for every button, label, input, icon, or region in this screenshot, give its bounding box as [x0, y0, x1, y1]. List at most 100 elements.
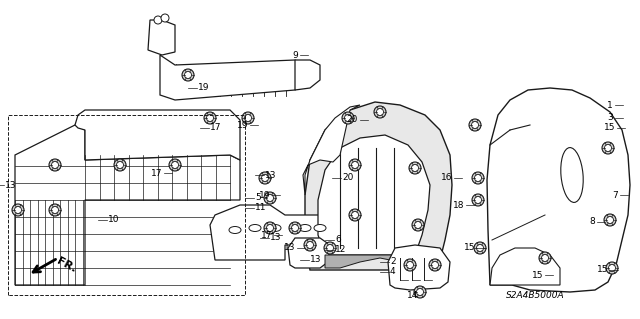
- Polygon shape: [160, 55, 305, 100]
- Text: 19: 19: [237, 121, 248, 130]
- Text: 13: 13: [5, 181, 17, 189]
- Circle shape: [376, 108, 383, 115]
- Text: 17: 17: [260, 231, 272, 240]
- Circle shape: [469, 119, 481, 131]
- Circle shape: [412, 165, 419, 172]
- Text: 20: 20: [342, 174, 353, 182]
- Text: 15: 15: [463, 243, 475, 253]
- Circle shape: [609, 264, 616, 271]
- Circle shape: [344, 115, 351, 122]
- Circle shape: [324, 242, 336, 254]
- Text: 15: 15: [596, 265, 608, 275]
- Polygon shape: [487, 88, 630, 292]
- Circle shape: [244, 115, 252, 122]
- Circle shape: [264, 192, 276, 204]
- Circle shape: [307, 241, 314, 249]
- Circle shape: [404, 259, 416, 271]
- Text: 19: 19: [198, 84, 209, 93]
- Ellipse shape: [561, 148, 583, 203]
- Text: 15: 15: [604, 123, 615, 132]
- Ellipse shape: [269, 225, 281, 232]
- Circle shape: [259, 172, 271, 184]
- Polygon shape: [325, 255, 415, 268]
- Text: 9: 9: [292, 50, 298, 60]
- Ellipse shape: [299, 225, 311, 232]
- Polygon shape: [295, 60, 320, 90]
- Circle shape: [207, 115, 214, 122]
- Circle shape: [472, 122, 479, 129]
- Circle shape: [431, 262, 438, 269]
- Text: 19: 19: [259, 190, 270, 199]
- Circle shape: [289, 222, 301, 234]
- Circle shape: [291, 225, 298, 232]
- Text: 17: 17: [150, 168, 162, 177]
- Circle shape: [604, 214, 616, 226]
- Ellipse shape: [229, 226, 241, 234]
- Circle shape: [342, 112, 354, 124]
- Circle shape: [49, 159, 61, 171]
- Text: 1: 1: [607, 100, 613, 109]
- Text: 14: 14: [406, 291, 418, 300]
- Circle shape: [474, 197, 481, 204]
- Circle shape: [351, 161, 358, 168]
- Text: 13: 13: [270, 234, 282, 242]
- Circle shape: [15, 206, 22, 213]
- Circle shape: [417, 288, 424, 295]
- Text: 4: 4: [390, 268, 396, 277]
- Polygon shape: [148, 20, 175, 55]
- Text: 2: 2: [390, 257, 396, 266]
- Ellipse shape: [249, 225, 261, 232]
- Circle shape: [266, 195, 273, 202]
- Circle shape: [51, 206, 58, 213]
- Text: 11: 11: [255, 204, 266, 212]
- Circle shape: [539, 252, 551, 264]
- Text: 5: 5: [255, 194, 260, 203]
- Text: 16: 16: [440, 174, 452, 182]
- Polygon shape: [210, 205, 335, 260]
- Circle shape: [606, 262, 618, 274]
- Circle shape: [326, 244, 333, 251]
- Circle shape: [472, 172, 484, 184]
- Text: FR.: FR.: [55, 256, 78, 274]
- Text: 13: 13: [265, 170, 276, 180]
- Circle shape: [474, 242, 486, 254]
- Circle shape: [477, 244, 483, 251]
- Circle shape: [429, 259, 441, 271]
- Circle shape: [412, 219, 424, 231]
- Circle shape: [182, 69, 194, 81]
- Polygon shape: [15, 125, 240, 285]
- Circle shape: [349, 159, 361, 171]
- Circle shape: [415, 221, 422, 228]
- Text: 13: 13: [310, 256, 321, 264]
- Circle shape: [172, 161, 179, 168]
- Polygon shape: [303, 105, 360, 195]
- Circle shape: [414, 286, 426, 298]
- Polygon shape: [388, 245, 450, 290]
- Circle shape: [351, 211, 358, 219]
- Circle shape: [169, 159, 181, 171]
- Circle shape: [204, 112, 216, 124]
- Circle shape: [154, 16, 162, 24]
- Text: 7: 7: [612, 190, 618, 199]
- Polygon shape: [75, 110, 240, 160]
- Circle shape: [264, 222, 276, 234]
- Circle shape: [605, 145, 611, 152]
- Circle shape: [116, 161, 124, 168]
- Circle shape: [409, 162, 421, 174]
- Circle shape: [304, 239, 316, 251]
- Circle shape: [49, 204, 61, 216]
- Circle shape: [51, 161, 58, 168]
- Polygon shape: [318, 135, 430, 255]
- Text: 8: 8: [589, 218, 595, 226]
- Polygon shape: [288, 238, 330, 268]
- Circle shape: [12, 204, 24, 216]
- Circle shape: [161, 14, 169, 22]
- Text: 3: 3: [607, 114, 613, 122]
- Text: 6: 6: [335, 235, 340, 244]
- Circle shape: [406, 262, 413, 269]
- Text: 15: 15: [531, 271, 543, 279]
- Text: 17: 17: [210, 123, 221, 132]
- Circle shape: [472, 194, 484, 206]
- Circle shape: [349, 209, 361, 221]
- Polygon shape: [490, 248, 560, 285]
